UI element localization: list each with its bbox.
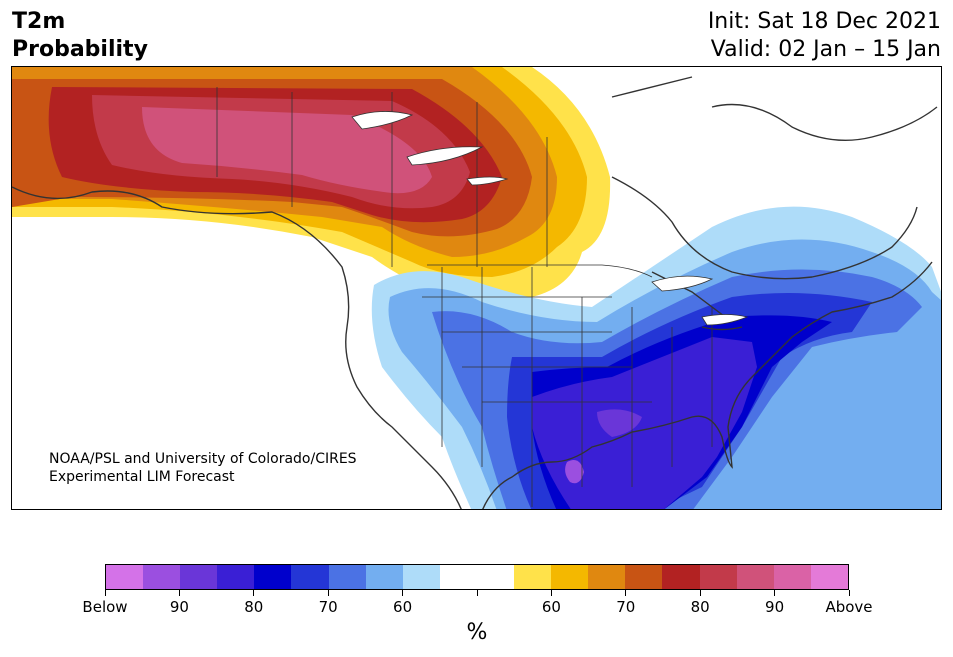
forecast-dates: Init: Sat 18 Dec 2021 Valid: 02 Jan – 15… [708,8,941,64]
lakes [351,111,749,326]
colorbar-tick-label: Above [825,598,873,616]
colorbar-swatch [736,565,774,589]
colorbar-tick [402,590,404,596]
warm-peak-region [142,107,432,194]
title-line-2: Probability [12,37,148,62]
map-credit: NOAA/PSL and University of Colorado/CIRE… [49,450,357,486]
colorbar-tick [848,590,850,596]
colorbar-swatch [476,565,515,589]
colorbar-tick [327,590,329,596]
colorbar-swatch [254,565,292,589]
coastlines [12,76,938,509]
colorbar-tick-label: 80 [690,598,710,616]
colorbar-tick [476,590,478,596]
colorbar-swatch [365,565,403,589]
colorbar-swatch [625,565,663,589]
colorbar-tick [699,590,701,596]
credit-line-1: NOAA/PSL and University of Colorado/CIRE… [49,451,357,467]
colorbar-tick-label: 90 [765,598,785,616]
colorbar-swatch [514,565,552,589]
colorbar-swatch [217,565,255,589]
colorbar-swatch [328,565,366,589]
colorbar-tick-label: 70 [616,598,636,616]
colorbar-tick [774,590,776,596]
colorbar-tick-label: 70 [318,598,338,616]
colorbar-swatch [662,565,700,589]
colorbar-tick-label: Below [82,598,128,616]
colorbar-tick-label: 80 [244,598,264,616]
probability-map [11,66,942,510]
colorbar-tick [625,590,627,596]
political-borders [216,87,713,507]
colorbar-swatch [106,565,144,589]
colorbar-tick-label: 60 [541,598,561,616]
colorbar-swatch [180,565,218,589]
colorbar-tick [104,590,106,596]
colorbar-unit: % [466,620,488,645]
colorbar-swatch [810,565,848,589]
colorbar-tick-label: 90 [169,598,189,616]
valid-range: Valid: 02 Jan – 15 Jan [710,37,941,62]
colorbar-swatch [551,565,589,589]
colorbar-tick [550,590,552,596]
init-date: Init: Sat 18 Dec 2021 [707,9,941,34]
colorbar-swatch [143,565,181,589]
colorbar [105,564,849,590]
credit-line-2: Experimental LIM Forecast [49,469,235,485]
colorbar-tick [253,590,255,596]
map-canvas [12,67,941,509]
colorbar-swatch [588,565,626,589]
colorbar-swatch [699,565,737,589]
map-title: T2m Probability [12,8,148,64]
colorbar-swatch [291,565,329,589]
colorbar-swatch [439,565,477,589]
cold-peak-region [565,459,584,484]
colorbar-swatch [402,565,440,589]
colorbar-swatch [773,565,811,589]
cold-85-region [532,337,757,509]
title-line-1: T2m [12,9,66,34]
cold-90-region [597,409,642,437]
colorbar-tick-label: 60 [393,598,413,616]
colorbar-tick [178,590,180,596]
